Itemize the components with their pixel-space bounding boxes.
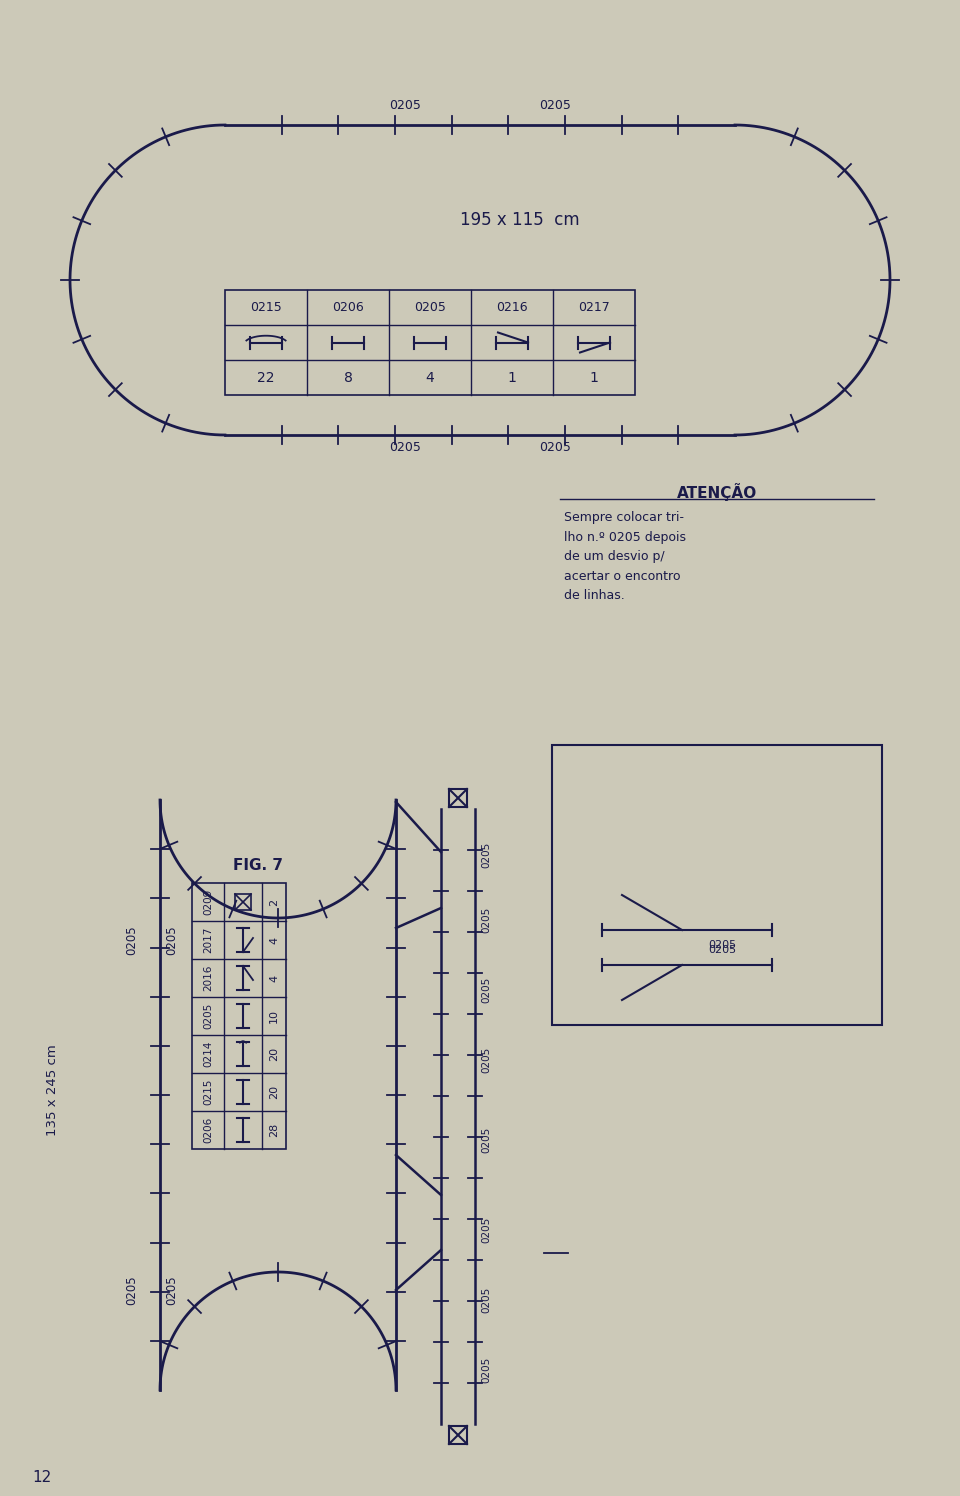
Text: 0205: 0205 — [481, 907, 491, 934]
Text: 0205: 0205 — [481, 977, 491, 1004]
Text: 0205: 0205 — [389, 99, 420, 112]
Text: FIG. 7: FIG. 7 — [233, 859, 283, 874]
Text: 0205: 0205 — [414, 301, 446, 314]
Text: 22: 22 — [257, 371, 275, 384]
Text: 135 x 245 cm: 135 x 245 cm — [45, 1044, 59, 1135]
Text: 0205: 0205 — [389, 441, 420, 453]
Bar — [449, 788, 467, 806]
Bar — [449, 1426, 467, 1444]
Text: 0214: 0214 — [203, 1041, 213, 1067]
Text: 0206: 0206 — [203, 1118, 213, 1143]
Text: 20: 20 — [269, 1047, 279, 1061]
Text: 0205: 0205 — [481, 1126, 491, 1153]
Text: 4: 4 — [269, 974, 279, 981]
Text: 1: 1 — [508, 371, 516, 384]
Text: 0216: 0216 — [496, 301, 528, 314]
Text: 0206: 0206 — [332, 301, 364, 314]
Text: 0205: 0205 — [481, 1287, 491, 1313]
Text: 0205: 0205 — [481, 1357, 491, 1384]
Text: 0205: 0205 — [165, 925, 179, 954]
Text: 0205: 0205 — [481, 842, 491, 868]
Bar — [235, 895, 251, 910]
Text: 10: 10 — [269, 1008, 279, 1023]
Text: 0215: 0215 — [203, 1079, 213, 1106]
Text: 0215: 0215 — [251, 301, 282, 314]
Bar — [552, 745, 882, 1025]
Text: 2016: 2016 — [203, 965, 213, 992]
Text: 0205: 0205 — [203, 1002, 213, 1029]
Text: Sempre colocar tri-
lho n.º 0205 depois
de um desvio p/
acertar o encontro
de li: Sempre colocar tri- lho n.º 0205 depois … — [564, 512, 686, 601]
Text: 20: 20 — [269, 1085, 279, 1100]
Text: 0205: 0205 — [708, 939, 736, 950]
Text: 0205: 0205 — [540, 99, 571, 112]
Bar — [192, 883, 286, 1149]
Text: 0205: 0205 — [126, 925, 138, 954]
Text: 0209: 0209 — [203, 889, 213, 916]
Text: 2: 2 — [269, 899, 279, 905]
Text: 0205: 0205 — [708, 945, 736, 954]
Text: 4: 4 — [425, 371, 434, 384]
Text: 8: 8 — [344, 371, 352, 384]
Text: 0205: 0205 — [540, 441, 571, 453]
Text: 12: 12 — [32, 1471, 51, 1486]
Text: 0205: 0205 — [481, 1216, 491, 1243]
Text: 0205: 0205 — [126, 1275, 138, 1305]
Bar — [225, 290, 635, 395]
Text: 1: 1 — [589, 371, 598, 384]
Text: 4: 4 — [269, 936, 279, 944]
Text: 0205: 0205 — [165, 1275, 179, 1305]
Text: 0217: 0217 — [578, 301, 610, 314]
Text: 0205: 0205 — [481, 1047, 491, 1073]
Text: 195 x 115  cm: 195 x 115 cm — [460, 211, 580, 229]
Text: ATENÇÃO: ATENÇÃO — [677, 483, 757, 501]
Text: 2017: 2017 — [203, 928, 213, 953]
Text: 28: 28 — [269, 1123, 279, 1137]
